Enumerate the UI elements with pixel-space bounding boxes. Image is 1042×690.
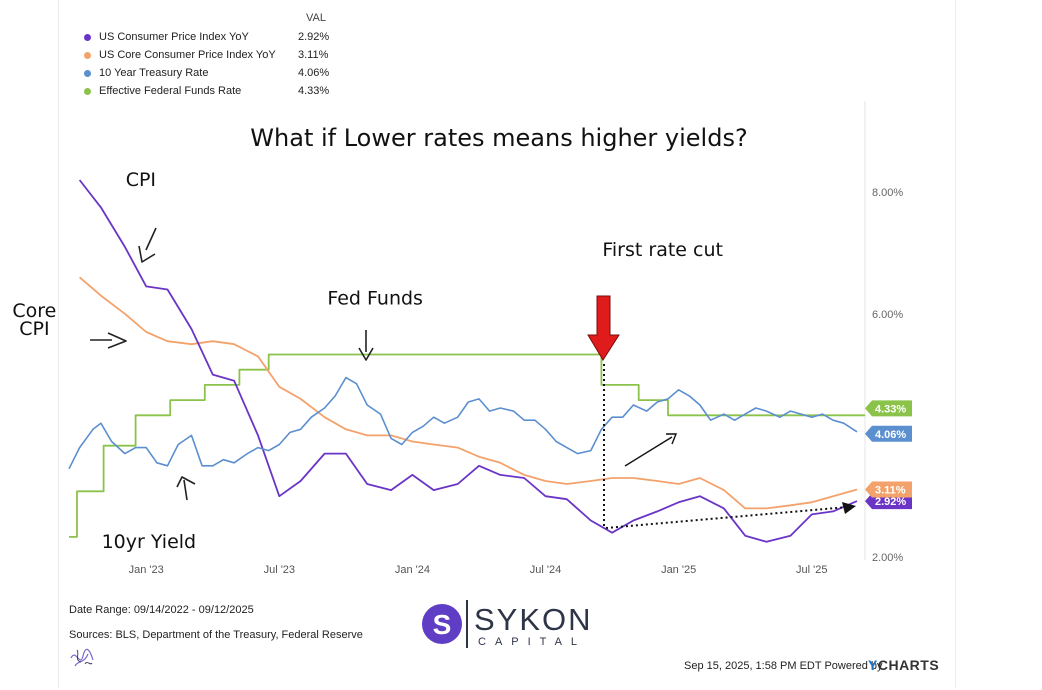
legend-dot-icon bbox=[84, 34, 91, 41]
y-tick-label: 2.00% bbox=[872, 552, 903, 564]
cpi-trend-arrowhead-icon bbox=[842, 502, 856, 514]
x-tick-label: Jan '25 bbox=[661, 564, 696, 576]
x-tick-label: Jan '23 bbox=[129, 564, 164, 576]
annotation-10yr-yield: 10yr Yield bbox=[102, 531, 197, 553]
fed-funds-line bbox=[69, 353, 865, 538]
cpi-arrow-icon bbox=[138, 227, 157, 263]
badge-label-10yr: 4.06% bbox=[875, 429, 906, 441]
logo-word: SYKON bbox=[474, 602, 593, 637]
watermark-icon bbox=[70, 648, 94, 667]
legend-value: 4.06% bbox=[298, 67, 330, 79]
yield-trend-line bbox=[624, 436, 673, 467]
legend-dot-icon bbox=[84, 70, 91, 77]
sykon-capital-logo: S SYKON CAPITAL bbox=[420, 598, 620, 652]
rate-cut-arrow-icon bbox=[587, 295, 620, 361]
y-tick-label: 6.00% bbox=[872, 309, 903, 321]
x-tick-label: Jul '25 bbox=[796, 564, 827, 576]
badge-label-cpi: 2.92% bbox=[875, 496, 906, 508]
timestamp: Sep 15, 2025, 1:58 PM EDT Powered by bbox=[684, 660, 883, 672]
legend-label: 10 Year Treasury Rate bbox=[99, 67, 209, 79]
logo-subtitle: CAPITAL bbox=[478, 636, 587, 648]
legend: VAL US Consumer Price Index YoY 2.92% US… bbox=[0, 0, 1042, 110]
x-tick-label: Jul '24 bbox=[530, 564, 561, 576]
x-tick-label: Jul '23 bbox=[264, 564, 295, 576]
legend-dot-icon bbox=[84, 88, 91, 95]
core-cpi-line bbox=[79, 276, 858, 510]
badge-label-fed-funds: 4.33% bbox=[875, 403, 906, 415]
sources: Sources: BLS, Department of the Treasury… bbox=[69, 629, 363, 641]
legend-label: US Consumer Price Index YoY bbox=[99, 31, 249, 43]
chart-title: What if Lower rates means higher yields? bbox=[250, 124, 747, 152]
fed-funds-arrow-icon bbox=[358, 330, 374, 361]
legend-label: US Core Consumer Price Index YoY bbox=[99, 49, 276, 61]
legend-label: Effective Federal Funds Rate bbox=[99, 85, 242, 97]
annotation-fed-funds: Fed Funds bbox=[327, 288, 423, 310]
ten-yr-arrow-icon bbox=[176, 476, 196, 501]
sykon-mark-letter: S bbox=[433, 609, 452, 640]
ycharts-y: Y bbox=[868, 657, 878, 673]
sykon-mark-icon: S bbox=[422, 600, 468, 648]
treasury-value-badge bbox=[865, 425, 912, 442]
treasury-10yr-line bbox=[68, 376, 858, 470]
annotation-first-rate-cut: First rate cut bbox=[602, 239, 723, 261]
core-arrow-icon bbox=[90, 332, 127, 349]
annotation-core-cpi: CPI bbox=[19, 318, 49, 340]
legend-value: 4.33% bbox=[298, 85, 330, 97]
badge-label-core-cpi: 3.11% bbox=[875, 485, 906, 497]
legend-value: 2.92% bbox=[298, 31, 330, 43]
y-tick-label: 8.00% bbox=[872, 187, 903, 199]
plot-area bbox=[69, 101, 865, 557]
line-chart: 8.00% 6.00% 2.00% Jan '23 Jul '23 Jan '24 Jul … bbox=[12, 101, 912, 576]
date-range: Date Range: 09/14/2022 - 09/12/2025 bbox=[69, 604, 254, 616]
cpi-trend-dotted-line bbox=[605, 506, 849, 529]
annotation-cpi: CPI bbox=[126, 169, 156, 191]
legend-value: 3.11% bbox=[298, 49, 329, 61]
legend-value-header: VAL bbox=[306, 12, 326, 24]
core-cpi-value-badge bbox=[865, 481, 912, 498]
legend-dot-icon bbox=[84, 52, 91, 59]
annotation-core: Core bbox=[12, 300, 56, 322]
cpi-line bbox=[78, 179, 858, 543]
x-tick-label: Jan '24 bbox=[395, 564, 430, 576]
ycharts-logo[interactable]: YCHARTS bbox=[868, 657, 939, 673]
ycharts-word: CHARTS bbox=[877, 657, 940, 673]
yield-trend-arrowhead-icon bbox=[666, 433, 678, 445]
fed-funds-value-badge bbox=[865, 400, 912, 417]
